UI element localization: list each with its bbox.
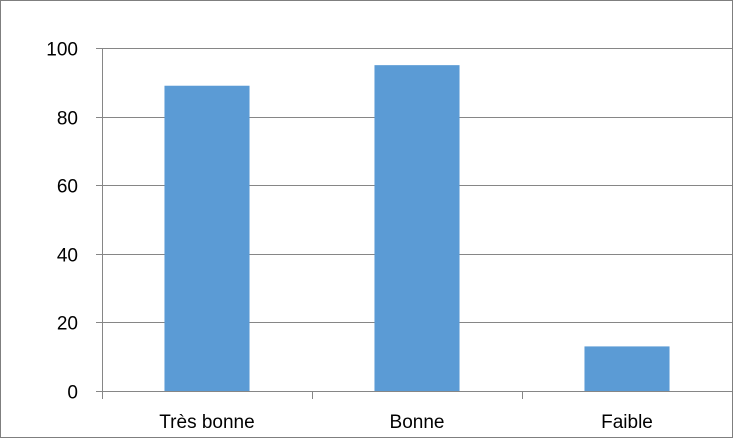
x-tick-label: Très bonne — [159, 412, 254, 433]
y-tick-label: 20 — [57, 314, 78, 335]
x-tick-label: Bonne — [390, 412, 445, 433]
y-tick-label: 80 — [57, 109, 78, 130]
y-tick-label: 60 — [57, 177, 78, 198]
x-tick-label: Faible — [601, 412, 653, 433]
bar-3 — [584, 346, 670, 391]
y-tick-label: 100 — [46, 40, 78, 61]
bar-2 — [374, 65, 460, 392]
tick-labels: 0 20 40 60 80 100 Très bonne Bonne Faible — [46, 40, 653, 434]
axes — [96, 48, 732, 399]
y-tick-label: 40 — [57, 246, 78, 267]
bar-1 — [164, 85, 250, 391]
y-tick-label: 0 — [67, 383, 78, 404]
bars — [164, 65, 670, 392]
